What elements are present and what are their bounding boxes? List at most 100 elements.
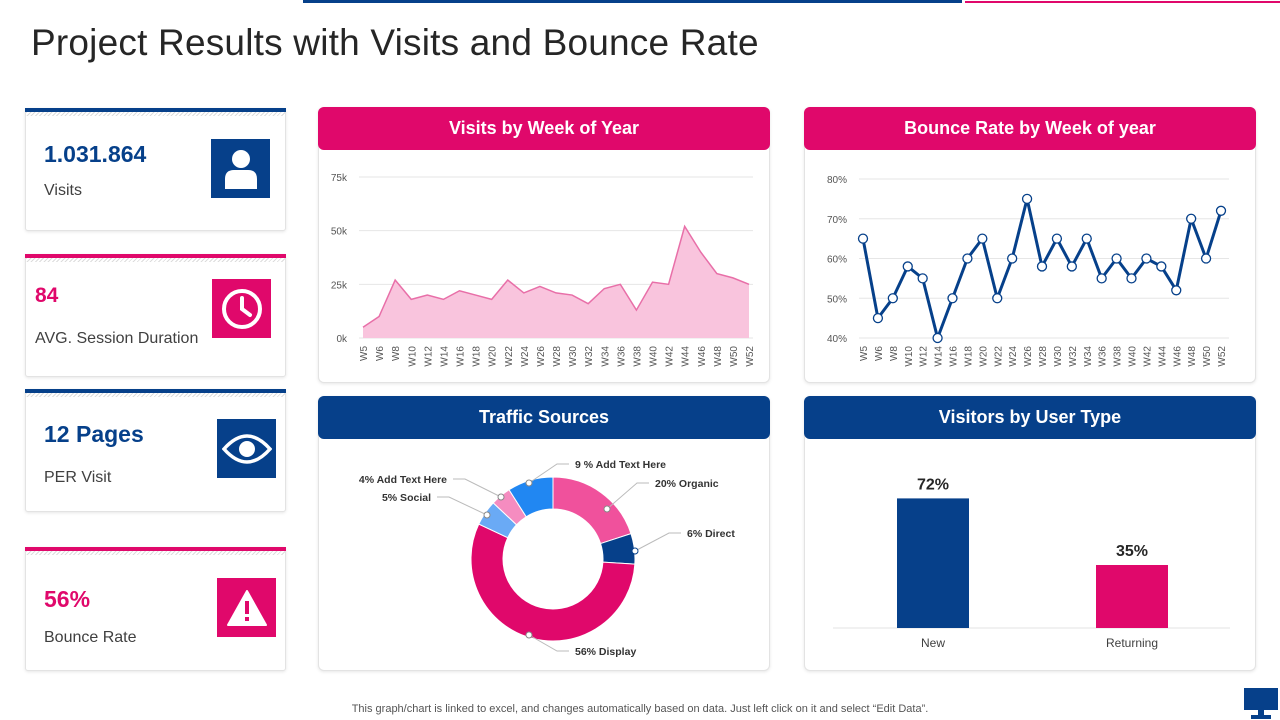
y-tick-label: 40% [827,334,847,345]
traffic-leader-dot [603,505,611,513]
x-tick-label: W30 [568,346,579,367]
x-tick-label: W48 [713,346,724,367]
visitors-chart-panel: Visitors by User Type 72% New 35% Returning [804,396,1256,671]
visits-line [362,224,750,328]
x-tick-label: W20 [488,346,499,367]
bounce-line-chart: 40% 50% 60% 70% 80% W5 W6 W8 W10 W12 W14 W16 W18 W20 W… [827,175,1229,367]
bar-category-label: New [921,636,945,650]
visits-chart-title: Visits by Week of Year [318,107,770,150]
traffic-chart-panel: Traffic Sources 20% Organic 6% Direct 56% … [318,396,770,671]
y-tick-label: 0k [336,334,348,345]
x-tick-label: W12 [919,346,930,367]
x-tick-label: W44 [681,346,692,367]
x-tick-label: W8 [391,346,402,361]
traffic-slice-0 [552,476,632,545]
eye-icon [217,419,276,478]
kpi-accent-bar [25,389,286,393]
x-tick-label: W14 [934,346,945,367]
bounce-point-W32 [1066,261,1077,272]
traffic-leader-line [437,496,488,516]
bounce-point-W36 [1096,273,1107,284]
bounce-point-W26 [1021,193,1033,205]
traffic-leader-line [453,478,502,498]
x-tick-label: W40 [1128,346,1139,367]
x-tick-label: W5 [859,346,870,361]
x-tick-label: W32 [584,346,595,367]
x-tick-label: W6 [375,346,386,361]
kpi-label: AVG. Session Duration [35,330,199,347]
visits-area-chart: 0k 25k 50k 75k W5 W6 W8 W10 W12 W14 W16 W18 W20 W22 W2… [331,173,756,367]
traffic-leader-line [528,463,569,484]
bounce-point-W34 [1081,233,1092,244]
x-tick-label: W48 [1187,346,1198,367]
visitors-bar-chart: 72% New 35% Returning [833,476,1230,650]
bar-new [897,498,969,628]
x-tick-label: W34 [600,346,611,367]
bounce-point-W28 [1036,261,1048,272]
x-tick-label: W20 [978,346,989,367]
x-tick-label: W50 [1202,346,1213,367]
bounce-point-W16 [947,293,958,304]
bounce-point-W30 [1051,233,1063,244]
kpi-hatch [26,551,285,555]
traffic-slice-label: 6% Direct [687,528,735,540]
traffic-slice-label: 56% Display [575,646,636,658]
traffic-leader-line [606,482,649,510]
kpi-value: 12 Pages [44,421,144,447]
x-tick-label: W44 [1157,346,1168,367]
x-tick-label: W36 [1098,346,1109,367]
bar-value-label: 35% [1116,543,1148,560]
kpi-accent-bar [25,547,286,551]
y-tick-label: 25k [331,280,348,291]
kpi-card-pages: 12 Pages PER Visit [25,389,286,512]
bounce-chart-title: Bounce Rate by Week of year [804,107,1256,150]
user-icon [211,139,270,198]
x-tick-label: W24 [1008,346,1019,367]
y-tick-label: 50k [331,227,348,238]
kpi-label: Bounce Rate [44,629,137,646]
x-tick-label: W10 [407,346,418,367]
y-tick-label: 50% [827,294,847,305]
bar-category-label: Returning [1106,636,1158,650]
x-tick-label: W50 [729,346,740,367]
bounce-point-W48 [1186,213,1197,224]
y-tick-label: 70% [827,215,847,226]
kpi-hatch [26,393,285,397]
bounce-point-W44 [1156,261,1167,272]
x-tick-label: W16 [456,346,467,367]
bounce-point-W14 [932,332,943,344]
monitor-icon [1243,688,1279,720]
kpi-card-session: 84 AVG. Session Duration [25,254,286,377]
x-tick-label: W12 [423,346,434,367]
visits-chart-panel: Visits by Week of Year 0k 25k 50k 75k W5 W6 W8… [318,107,770,383]
y-tick-label: 80% [827,175,847,186]
traffic-slice-label: 20% Organic [655,478,719,490]
traffic-slice-label: 4% Add Text Here [359,474,447,486]
x-tick-label: W38 [1113,346,1124,367]
bounce-point-W52 [1215,205,1227,216]
kpi-label: Visits [44,182,82,199]
bounce-point-W46 [1171,285,1182,296]
clock-icon [212,279,271,338]
traffic-leader-line [634,532,681,552]
x-tick-label: W18 [472,346,483,367]
traffic-donut-chart: 20% Organic 6% Direct 56% Display 5% Social… [359,459,735,658]
traffic-leader-dot [631,547,639,555]
top-accent-line-blue [303,0,962,3]
x-tick-label: W32 [1068,346,1079,367]
bounce-point-W40 [1126,273,1137,284]
bounce-chart-panel: Bounce Rate by Week of year 40% 50% 60% 70%… [804,107,1256,383]
visits-area [363,226,749,338]
x-tick-label: W10 [904,346,915,367]
bounce-point-W20 [977,233,988,244]
bounce-point-W10 [902,261,913,272]
traffic-chart-title: Traffic Sources [318,396,770,439]
kpi-value: 1.031.864 [44,141,147,167]
x-tick-label: W28 [552,346,563,367]
bounce-point-W24 [1007,253,1018,264]
x-tick-label: W52 [1217,346,1228,367]
x-tick-label: W52 [745,346,756,367]
traffic-slice-5 [508,476,554,518]
traffic-slice-2 [470,523,636,642]
bounce-point-W8 [887,293,898,304]
